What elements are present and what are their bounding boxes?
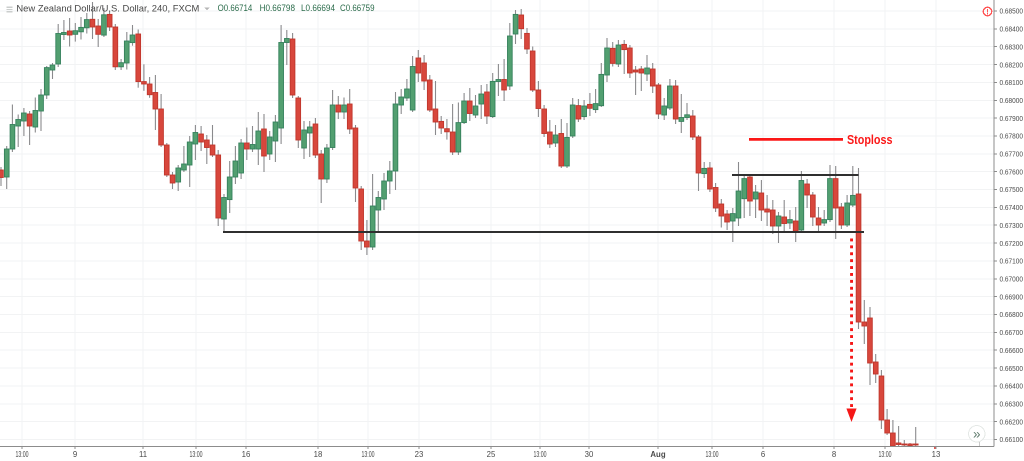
svg-text:13:00: 13:00 (706, 450, 719, 459)
svg-text:13: 13 (932, 450, 941, 459)
svg-text:0.67900: 0.67900 (1000, 114, 1024, 123)
svg-text:0.68000: 0.68000 (1000, 96, 1024, 105)
svg-text:0.68500: 0.68500 (1000, 7, 1024, 16)
svg-text:0.67400: 0.67400 (1000, 203, 1024, 212)
svg-text:0.67600: 0.67600 (1000, 167, 1024, 176)
svg-text:C0.66759: C0.66759 (340, 3, 375, 13)
svg-text:0.66900: 0.66900 (1000, 292, 1024, 301)
svg-text:8: 8 (832, 450, 836, 459)
svg-text:0.66300: 0.66300 (1000, 400, 1024, 409)
svg-text:16: 16 (242, 450, 251, 459)
svg-text:0.67700: 0.67700 (1000, 150, 1024, 159)
svg-text:0.66400: 0.66400 (1000, 382, 1024, 391)
svg-text:0.66500: 0.66500 (1000, 364, 1024, 373)
svg-text:23: 23 (415, 450, 424, 459)
svg-text:25: 25 (487, 450, 496, 459)
svg-text:New Zealand Dollar/U.S. Dollar: New Zealand Dollar/U.S. Dollar, 240, FXC… (16, 3, 199, 13)
svg-text:O0.66714: O0.66714 (218, 3, 253, 13)
svg-text:0.67800: 0.67800 (1000, 132, 1024, 141)
svg-text:Aug: Aug (650, 450, 665, 459)
svg-text:0.68300: 0.68300 (1000, 42, 1024, 51)
svg-text:0.67000: 0.67000 (1000, 275, 1024, 284)
svg-text:13:00: 13:00 (879, 450, 892, 459)
svg-text:0.67500: 0.67500 (1000, 185, 1024, 194)
svg-text:13:00: 13:00 (16, 450, 29, 459)
svg-text:»: » (973, 426, 981, 441)
svg-text:0.66100: 0.66100 (1000, 435, 1024, 444)
svg-text:0.66800: 0.66800 (1000, 310, 1024, 319)
svg-text:11: 11 (139, 450, 147, 459)
svg-text:L0.66694: L0.66694 (301, 3, 335, 13)
svg-text:0.67100: 0.67100 (1000, 257, 1024, 266)
svg-text:0.66600: 0.66600 (1000, 346, 1024, 355)
svg-text:0.68200: 0.68200 (1000, 60, 1024, 69)
svg-text:0.68400: 0.68400 (1000, 25, 1024, 34)
svg-text:0.67200: 0.67200 (1000, 239, 1024, 248)
svg-text:H0.66798: H0.66798 (260, 3, 295, 13)
svg-text:18: 18 (314, 450, 323, 459)
svg-text:0.66200: 0.66200 (1000, 417, 1024, 426)
svg-text:13:00: 13:00 (362, 450, 375, 459)
svg-text:9: 9 (73, 450, 77, 459)
svg-text:0.67300: 0.67300 (1000, 221, 1024, 230)
svg-text:13:00: 13:00 (534, 450, 547, 459)
svg-text:0.68100: 0.68100 (1000, 78, 1024, 87)
svg-text:6: 6 (761, 450, 765, 459)
svg-text:30: 30 (585, 450, 594, 459)
svg-text:Stoploss: Stoploss (847, 133, 893, 147)
svg-text:13:00: 13:00 (190, 450, 203, 459)
svg-text:0.66700: 0.66700 (1000, 328, 1024, 337)
